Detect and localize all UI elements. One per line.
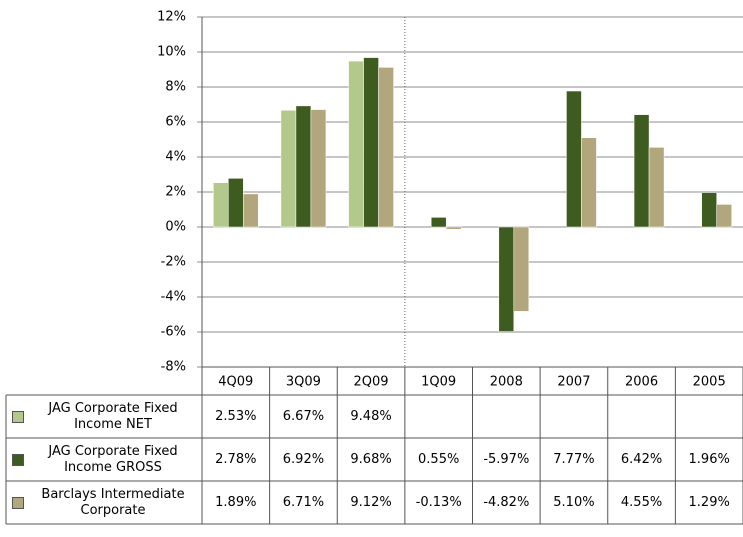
y-tick-label: -4% [161, 290, 186, 305]
table-value: 2.78% [215, 452, 256, 467]
table-value: 6.92% [283, 452, 324, 467]
y-tick-label: -2% [161, 255, 186, 270]
bar [363, 57, 379, 228]
bar [348, 60, 364, 228]
table-value: 1.29% [689, 495, 730, 510]
x-tick-label: 2008 [490, 375, 523, 390]
bar [310, 109, 327, 228]
y-tick-label: 6% [165, 115, 186, 130]
bar [648, 147, 665, 228]
table-value: -5.97% [483, 452, 529, 467]
bar [280, 110, 297, 228]
bar [213, 182, 229, 228]
legend-label: JAG Corporate Fixed Income GROSS [48, 443, 178, 475]
table-value: 6.67% [283, 409, 324, 424]
legend-entry: Barclays Intermediate Corporate [12, 481, 198, 524]
table-value: 1.96% [689, 452, 730, 467]
y-tick-label: 2% [165, 185, 186, 200]
legend-entry: JAG Corporate Fixed Income GROSS [12, 438, 198, 481]
legend-entry: JAG Corporate Fixed Income NET [12, 395, 198, 438]
table-value: 6.71% [283, 495, 324, 510]
bar [430, 217, 447, 228]
x-tick-label: 4Q09 [218, 375, 253, 390]
bar [566, 90, 582, 228]
table-value: 4.55% [621, 495, 662, 510]
y-tick-label: 10% [157, 45, 186, 60]
table-value: -4.82% [483, 495, 529, 510]
bar [243, 193, 259, 228]
table-value: -0.13% [416, 495, 462, 510]
y-tick-label: -6% [161, 325, 186, 340]
bar [633, 114, 650, 228]
x-tick-label: 2006 [625, 375, 658, 390]
legend-label: Barclays Intermediate Corporate [41, 486, 185, 518]
x-tick-label: 1Q09 [421, 375, 456, 390]
bar [445, 226, 462, 230]
table-value: 9.12% [350, 495, 391, 510]
bar [701, 192, 717, 228]
table-value: 5.10% [553, 495, 594, 510]
bar [228, 178, 244, 228]
x-tick-label: 3Q09 [286, 375, 321, 390]
table-value: 1.89% [215, 495, 256, 510]
x-tick-label: 2007 [557, 375, 590, 390]
x-tick-label: 2Q09 [354, 375, 389, 390]
bar [581, 137, 597, 228]
table-value: 0.55% [418, 452, 459, 467]
y-tick-label: 12% [157, 10, 186, 25]
y-tick-label: -8% [161, 360, 186, 375]
y-tick-label: 0% [165, 220, 186, 235]
bar [378, 67, 394, 228]
bar [513, 226, 530, 312]
table-value: 6.42% [621, 452, 662, 467]
table-value: 9.68% [350, 452, 391, 467]
legend-swatch [12, 453, 24, 466]
table-value: 2.53% [215, 409, 256, 424]
bar [498, 226, 515, 332]
legend-swatch [12, 496, 24, 509]
y-tick-label: 4% [165, 150, 186, 165]
legend-swatch [12, 410, 24, 423]
table-value: 9.48% [350, 409, 391, 424]
legend-label: JAG Corporate Fixed Income NET [48, 400, 178, 432]
table-value: 7.77% [553, 452, 594, 467]
bar [295, 105, 312, 228]
y-tick-label: 8% [165, 80, 186, 95]
x-tick-label: 2005 [693, 375, 726, 390]
bar [716, 204, 732, 228]
